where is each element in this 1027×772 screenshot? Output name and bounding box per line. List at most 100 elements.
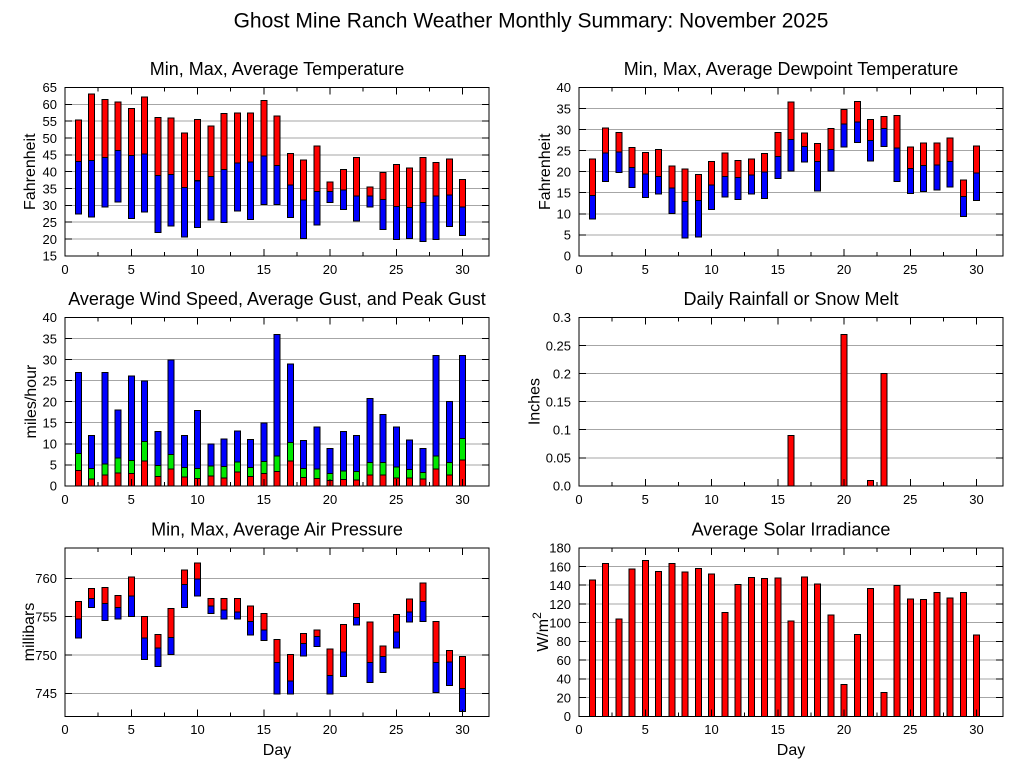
svg-text:5: 5 [642,492,649,507]
svg-text:Ghost Mine Ranch Weather Month: Ghost Mine Ranch Weather Monthly Summary… [234,10,829,33]
svg-text:0: 0 [575,262,582,277]
svg-text:25: 25 [389,262,403,277]
svg-text:25: 25 [389,722,403,737]
svg-text:10: 10 [704,492,718,507]
svg-text:30: 30 [969,262,983,277]
svg-text:25: 25 [43,373,57,388]
svg-text:100: 100 [549,616,571,631]
svg-text:15: 15 [771,492,785,507]
svg-text:Min, Max, Average Temperature: Min, Max, Average Temperature [150,59,404,79]
svg-text:0: 0 [564,249,571,264]
svg-text:65: 65 [43,80,57,95]
svg-text:15: 15 [257,722,271,737]
svg-text:10: 10 [704,262,718,277]
svg-text:Average Solar Irradiance: Average Solar Irradiance [692,519,891,539]
svg-text:10: 10 [190,722,204,737]
svg-text:Min, Max, Average Dewpoint Tem: Min, Max, Average Dewpoint Temperature [624,59,959,79]
svg-text:30: 30 [455,262,469,277]
svg-text:W/m2: W/m2 [530,612,552,652]
svg-text:miles/hour: miles/hour [23,364,40,438]
svg-text:10: 10 [190,492,204,507]
svg-text:0.0: 0.0 [553,479,571,494]
svg-text:30: 30 [969,722,983,737]
svg-text:Min, Max, Average Air Pressure: Min, Max, Average Air Pressure [151,519,403,539]
svg-text:Fahrenheit: Fahrenheit [537,133,554,210]
svg-text:0.1: 0.1 [553,423,571,438]
svg-text:5: 5 [642,722,649,737]
svg-text:30: 30 [969,492,983,507]
svg-text:160: 160 [549,559,571,574]
svg-text:25: 25 [903,262,917,277]
svg-text:Average Wind Speed, Average Gu: Average Wind Speed, Average Gust, and Pe… [68,289,486,309]
svg-text:140: 140 [549,578,571,593]
svg-text:0: 0 [564,709,571,724]
svg-text:60: 60 [43,97,57,112]
svg-text:0.25: 0.25 [546,338,571,353]
svg-text:45: 45 [43,148,57,163]
svg-text:750: 750 [35,648,57,663]
svg-text:20: 20 [43,394,57,409]
svg-text:30: 30 [455,492,469,507]
svg-text:35: 35 [557,101,571,116]
svg-text:20: 20 [837,492,851,507]
svg-text:20: 20 [837,722,851,737]
svg-text:25: 25 [43,215,57,230]
svg-text:20: 20 [557,165,571,180]
svg-text:15: 15 [43,249,57,264]
svg-text:0: 0 [575,492,582,507]
svg-text:35: 35 [43,181,57,196]
svg-text:10: 10 [190,262,204,277]
svg-text:15: 15 [43,416,57,431]
svg-text:20: 20 [43,232,57,247]
svg-text:15: 15 [557,186,571,201]
svg-text:30: 30 [43,352,57,367]
svg-text:0.05: 0.05 [546,451,571,466]
svg-text:180: 180 [549,541,571,556]
svg-text:20: 20 [557,690,571,705]
svg-text:15: 15 [771,262,785,277]
svg-text:10: 10 [43,437,57,452]
svg-text:0.15: 0.15 [546,394,571,409]
svg-text:80: 80 [557,634,571,649]
svg-text:Day: Day [263,742,291,759]
svg-text:20: 20 [323,262,337,277]
svg-text:755: 755 [35,610,57,625]
svg-text:10: 10 [704,722,718,737]
svg-text:40: 40 [43,165,57,180]
svg-text:25: 25 [557,143,571,158]
svg-text:5: 5 [128,492,135,507]
svg-text:Daily Rainfall or Snow Melt: Daily Rainfall or Snow Melt [683,289,898,309]
svg-text:30: 30 [455,722,469,737]
svg-text:20: 20 [837,262,851,277]
svg-text:Inches: Inches [527,378,544,425]
svg-text:25: 25 [389,492,403,507]
svg-text:0: 0 [575,722,582,737]
svg-text:50: 50 [43,131,57,146]
svg-text:40: 40 [557,672,571,687]
svg-text:5: 5 [128,262,135,277]
svg-text:30: 30 [557,122,571,137]
svg-text:5: 5 [564,228,571,243]
svg-text:Day: Day [777,742,805,759]
svg-text:Fahrenheit: Fahrenheit [22,133,39,210]
svg-text:5: 5 [642,262,649,277]
svg-text:10: 10 [557,207,571,222]
svg-text:5: 5 [50,458,57,473]
svg-text:0: 0 [61,492,68,507]
svg-text:60: 60 [557,653,571,668]
svg-text:15: 15 [257,262,271,277]
svg-text:20: 20 [323,492,337,507]
svg-text:0: 0 [61,262,68,277]
svg-text:0.2: 0.2 [553,366,571,381]
svg-text:120: 120 [549,597,571,612]
svg-text:15: 15 [771,722,785,737]
svg-text:20: 20 [323,722,337,737]
svg-text:30: 30 [43,198,57,213]
svg-text:5: 5 [128,722,135,737]
svg-text:0.3: 0.3 [553,310,571,325]
svg-text:35: 35 [43,331,57,346]
svg-text:40: 40 [557,80,571,95]
svg-text:745: 745 [35,686,57,701]
svg-text:15: 15 [257,492,271,507]
svg-text:25: 25 [903,492,917,507]
